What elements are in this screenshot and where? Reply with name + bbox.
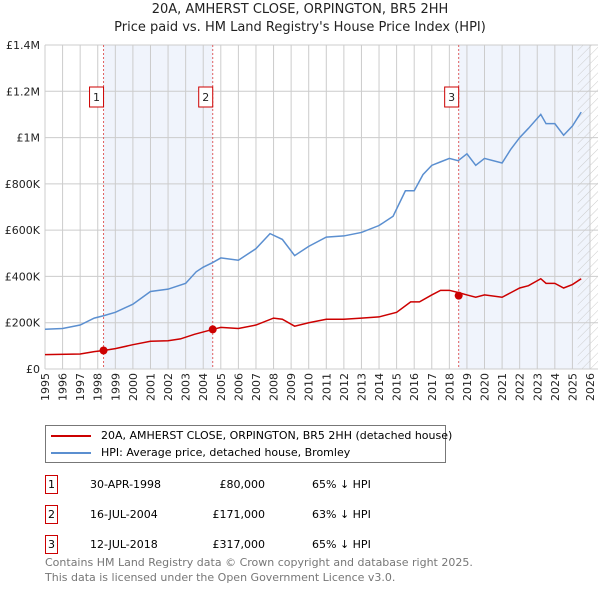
sale-hpi-diff: 63% ↓ HPI [312,508,371,521]
x-tick-label: 2016 [408,373,421,401]
x-tick-label: 2022 [514,373,527,401]
legend-label: HPI: Average price, detached house, Brom… [101,446,351,459]
sale-badge [89,86,105,108]
sale-row: 3 12-JUL-2018 £317,000 65% ↓ HPI [45,535,465,555]
y-tick-label: £1M [17,132,41,145]
legend-swatch [51,452,91,454]
x-tick-label: 2001 [144,373,157,401]
x-tick-label: 2013 [355,373,368,401]
sale-price: £80,000 [219,478,266,491]
y-tick-label: £0 [26,363,40,376]
sale-badge-label: 2 [202,91,209,104]
x-tick-label: 2003 [180,373,193,401]
sale-number-badge: 3 [45,535,58,554]
x-tick-label: 2019 [461,373,474,401]
x-tick-label: 2008 [268,373,281,401]
x-tick-label: 2026 [584,373,597,401]
series-line [44,111,582,330]
x-tick-label: 2021 [496,373,509,401]
x-tick-label: 2025 [566,373,579,401]
footer-line-1: Contains HM Land Registry data © Crown c… [45,556,473,569]
x-tick-label: 2012 [338,373,351,401]
sale-point [454,291,463,300]
sale-hpi-diff: 65% ↓ HPI [312,478,371,491]
sale-date: 30-APR-1998 [90,478,162,491]
sale-hpi-diff: 65% ↓ HPI [312,538,371,551]
x-tick-label: 1997 [74,373,87,401]
x-tick-label: 2006 [232,373,245,401]
x-tick-label: 2024 [549,373,562,401]
y-tick-label: £1.2M [6,85,40,98]
chart-title: 20A, AMHERST CLOSE, ORPINGTON, BR5 2HH [151,2,449,17]
x-tick-label: 2000 [127,373,140,401]
sale-badge [444,86,460,108]
x-tick-label: 2010 [303,373,316,401]
x-tick-label: 2009 [285,373,298,401]
forecast-hatch [577,45,598,369]
x-tick-label: 1999 [109,373,122,401]
x-tick-label: 2015 [391,373,404,401]
x-tick-label: 2017 [426,373,439,401]
y-tick-label: £200K [5,317,41,330]
legend-item-property: 20A, AMHERST CLOSE, ORPINGTON, BR5 2HH (… [51,428,452,444]
chart-subtitle: Price paid vs. HM Land Registry's House … [114,20,486,35]
sale-number-badge: 2 [45,505,58,524]
x-tick-label: 2011 [320,373,333,401]
y-tick-label: £600K [5,224,41,237]
sale-row: 1 30-APR-1998 £80,000 65% ↓ HPI [45,475,465,495]
x-tick-label: 1996 [57,373,70,401]
x-tick-label: 2007 [250,373,263,401]
x-tick-label: 2002 [162,373,175,401]
sale-number-badge: 1 [45,475,58,494]
x-tick-label: 2023 [531,373,544,401]
sale-price: £317,000 [212,538,266,551]
x-tick-label: 2018 [443,373,456,401]
x-tick-label: 1995 [39,373,52,401]
sale-price: £171,000 [212,508,266,521]
plot-area: 1995 1996 1997 1998 1999 2000 2001 2002 2003 2004… [5,39,598,401]
legend: 20A, AMHERST CLOSE, ORPINGTON, BR5 2HH (… [45,425,452,463]
x-tick-label: 2014 [373,373,386,401]
series-line [44,277,582,356]
x-tick-label: 2005 [215,373,228,401]
shade-region [103,45,213,369]
x-tick-label: 2020 [479,373,492,401]
legend-item-hpi: HPI: Average price, detached house, Brom… [51,445,350,461]
sale-date: 16-JUL-2004 [90,508,158,521]
legend-label: 20A, AMHERST CLOSE, ORPINGTON, BR5 2HH (… [101,429,453,442]
sale-badge-label: 3 [448,91,455,104]
sale-date: 12-JUL-2018 [90,538,158,551]
y-tick-label: £800K [5,178,41,191]
footer-line-2: This data is licensed under the Open Gov… [45,571,396,584]
sale-row: 2 16-JUL-2004 £171,000 63% ↓ HPI [45,505,465,525]
legend-swatch [51,435,91,437]
sale-point [208,325,217,334]
y-tick-label: £400K [5,270,41,283]
shade-region [458,45,590,369]
y-tick-label: £1.4M [6,39,40,52]
sale-point [99,346,108,355]
x-tick-label: 1998 [92,373,105,401]
x-tick-label: 2004 [197,373,210,401]
sale-badge-label: 1 [93,91,100,104]
sale-badge [198,86,214,108]
